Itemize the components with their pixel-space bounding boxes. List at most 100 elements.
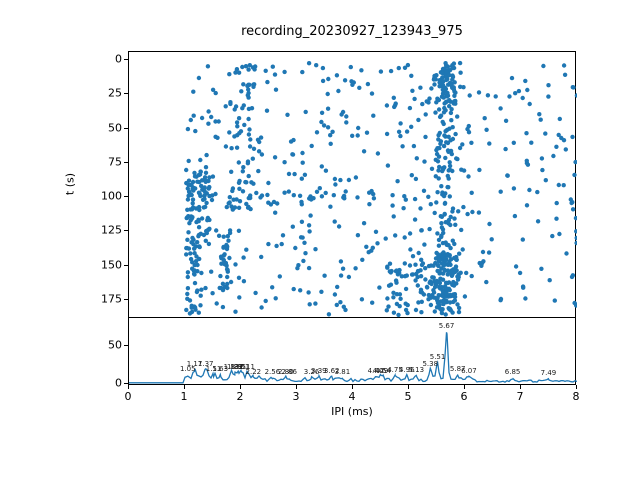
scatter-point [364, 244, 369, 249]
scatter-point [332, 292, 338, 297]
scatter-point [498, 298, 503, 303]
scatter-point [295, 266, 300, 271]
scatter-point [325, 91, 330, 97]
scatter-point [186, 182, 191, 188]
scatter-point [385, 296, 390, 301]
scatter-point [569, 200, 574, 206]
scatter-point [453, 131, 458, 137]
peak-annotation: 2.11 [239, 363, 255, 372]
scatter-point [317, 186, 322, 191]
x-tick-label: 2 [236, 390, 244, 403]
scatter-point [452, 216, 457, 221]
scatter-point [280, 233, 286, 238]
scatter-point [188, 117, 193, 123]
scatter-point [444, 76, 449, 82]
bottom-y-tick-mark [124, 345, 128, 346]
scatter-point [224, 244, 230, 249]
scatter-point [487, 221, 492, 227]
scatter-point [484, 127, 489, 132]
scatter-point [346, 177, 352, 183]
scatter-point [476, 90, 482, 95]
scatter-point [385, 163, 391, 168]
scatter-point [444, 300, 449, 305]
scatter-point [206, 109, 211, 114]
scatter-point [407, 105, 413, 111]
scatter-point [391, 295, 396, 300]
scatter-point [413, 176, 419, 182]
peak-annotation: 1.51 [205, 364, 222, 373]
x-tick-mark [408, 385, 409, 389]
scatter-point [432, 309, 437, 314]
scatter-point [205, 64, 211, 69]
scatter-point [241, 255, 246, 260]
scatter-point [547, 278, 552, 283]
scatter-point [482, 116, 487, 121]
scatter-point [241, 279, 247, 284]
scatter-point [343, 307, 348, 313]
scatter-point [421, 188, 427, 193]
scatter-point [556, 132, 561, 138]
scatter-point [198, 303, 203, 308]
scatter-point [416, 117, 421, 123]
scatter-point [348, 64, 353, 70]
scatter-point [223, 104, 228, 109]
scatter-point [427, 226, 432, 232]
scatter-point [394, 280, 399, 285]
scatter-point [258, 135, 264, 140]
scatter-point [447, 253, 452, 259]
scatter-point [429, 281, 434, 287]
scatter-point [328, 204, 333, 209]
scatter-point [563, 147, 568, 152]
scatter-point [447, 163, 453, 169]
scatter-point [367, 190, 372, 195]
scatter-point [384, 308, 389, 313]
scatter-point [185, 186, 190, 191]
scatter-point [440, 119, 445, 125]
scatter-point [213, 191, 218, 197]
scatter-point [554, 216, 559, 221]
scatter-point [523, 78, 528, 84]
scatter-point [190, 197, 196, 202]
scatter-point [434, 200, 439, 205]
scatter-point [195, 179, 200, 184]
scatter-point [456, 309, 462, 315]
scatter-point [413, 262, 418, 267]
scatter-point [235, 124, 240, 129]
scatter-point [535, 189, 540, 195]
scatter-point [445, 272, 450, 277]
scatter-point [199, 216, 205, 221]
scatter-point [419, 257, 424, 262]
scatter-point [448, 292, 453, 298]
scatter-point [192, 251, 197, 256]
top-y-tick-mark [124, 128, 128, 129]
scatter-point [259, 305, 264, 310]
scatter-point [239, 89, 244, 94]
scatter-point [448, 222, 453, 228]
scatter-point [293, 245, 298, 251]
scatter-point [443, 220, 448, 225]
scatter-point [465, 126, 470, 132]
top-y-tick-label: 175 [101, 292, 122, 306]
scatter-point [447, 194, 452, 199]
scatter-point [402, 194, 407, 199]
scatter-point [373, 229, 379, 234]
scatter-point [355, 233, 361, 238]
scatter-point [386, 304, 391, 309]
scatter-point [438, 70, 444, 75]
scatter-point [213, 90, 218, 96]
scatter-point [273, 296, 278, 301]
scatter-point [186, 246, 192, 251]
scatter-point [349, 79, 354, 84]
scatter-plot-area [128, 51, 577, 318]
scatter-point [398, 133, 403, 139]
scatter-point [242, 122, 247, 128]
scatter-point [259, 152, 265, 157]
scatter-point [229, 169, 234, 174]
scatter-point [470, 209, 475, 215]
scatter-point [234, 120, 240, 125]
scatter-point [225, 234, 230, 239]
peak-annotation: 6.85 [504, 368, 521, 377]
scatter-point [340, 109, 346, 115]
scatter-point [192, 262, 197, 268]
scatter-point [213, 119, 218, 124]
